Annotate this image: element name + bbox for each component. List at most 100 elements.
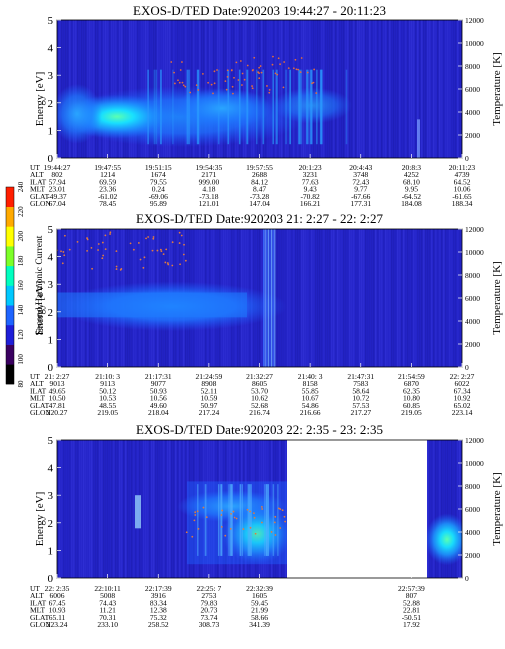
info-cell-alt: 5008 — [100, 591, 115, 600]
info-cell-glat: 47.81 — [49, 401, 66, 410]
info-cell-alt: 8158 — [303, 379, 318, 388]
info-cell-mlt: 10.62 — [251, 394, 268, 403]
colorbar-swatch — [6, 364, 14, 385]
vertical-streak — [272, 229, 274, 367]
info-cell-ut: 22:32:39 — [246, 584, 273, 593]
info-cell-alt: 6870 — [404, 379, 419, 388]
info-cell-mlt: 4.18 — [202, 185, 215, 194]
y-axis-label: Energy [eV] — [34, 72, 46, 126]
y2-tick-label: 2000 — [465, 131, 480, 140]
info-cell-alt: 7583 — [353, 379, 368, 388]
panel-title: EXOS-D/TED Date:920203 21: 2:27 - 22: 2:… — [136, 211, 383, 226]
info-cell-ut: 21:40: 3 — [298, 372, 323, 381]
info-cell-glat: -73.28 — [250, 192, 270, 201]
info-cell-ut: 20:8:3 — [402, 163, 421, 172]
panel-3: EXOS-D/TED Date:920203 22: 2:35 - 23: 2:… — [30, 422, 503, 629]
info-cell-ut: 19:57:55 — [246, 163, 273, 172]
info-cell-ut: 21: 2:27 — [45, 372, 70, 381]
info-cell-glat: -69.06 — [149, 192, 169, 201]
info-row-label: UT — [30, 163, 40, 172]
colorbar-tick-label: 120 — [17, 329, 25, 340]
info-cell-mlt: 10.67 — [302, 394, 319, 403]
info-cell-ut: 21:10: 3 — [95, 372, 120, 381]
info-row-label: GLAT — [30, 613, 50, 622]
colorbar-tick-label: 160 — [17, 280, 25, 291]
info-cell-alt: 3916 — [151, 591, 166, 600]
info-cell-glon: 184.08 — [401, 199, 422, 208]
colorbar-tick-label: 180 — [17, 255, 25, 266]
info-cell-mlt: 10.93 — [49, 606, 66, 615]
info-cell-ilat: 53.70 — [251, 386, 268, 395]
info-cell-glat: 75.32 — [150, 613, 167, 622]
y-tick-label: 2 — [48, 307, 54, 319]
y-tick-label: 2 — [48, 98, 54, 110]
info-cell-alt: 1674 — [151, 170, 166, 179]
panel-2: EXOS-D/TED Date:920203 21: 2:27 - 22: 2:… — [30, 211, 503, 417]
info-cell-mlt: 10.50 — [49, 394, 66, 403]
info-cell-glon: 217.27 — [350, 408, 371, 417]
y-tick-label: 0 — [48, 362, 54, 374]
info-cell-alt: 8908 — [201, 379, 216, 388]
info-cell-glat: 65.02 — [454, 401, 471, 410]
info-cell-alt: 4739 — [455, 170, 470, 179]
info-cell-ilat: 50.93 — [150, 386, 167, 395]
info-cell-glat: -61.02 — [98, 192, 118, 201]
y-tick-label: 5 — [48, 15, 54, 27]
info-cell-ut: 19:44:27 — [44, 163, 71, 172]
info-cell-ut: 22:10:11 — [94, 584, 121, 593]
info-cell-ut: 21:24:59 — [196, 372, 223, 381]
y-tick-label: 3 — [48, 70, 54, 82]
info-cell-ilat: 52.11 — [201, 386, 218, 395]
info-cell-alt: 4252 — [404, 170, 419, 179]
info-cell-ilat: 69.59 — [99, 177, 116, 186]
spectrogram-area — [57, 229, 462, 367]
info-cell-glon: 219.05 — [97, 408, 118, 417]
colorbar-tick-label: 220 — [17, 206, 25, 217]
y2-tick-label: 0 — [465, 574, 469, 583]
info-cell-ilat: 68.10 — [403, 177, 420, 186]
colorbar-tick-label: 100 — [17, 354, 25, 365]
info-cell-glat: 73.74 — [200, 613, 217, 622]
info-cell-ilat: 55.85 — [302, 386, 319, 395]
y2-axis-label: Temperature [K] — [491, 472, 503, 545]
info-row-label: GLAT — [30, 192, 50, 201]
colorbar-swatch — [6, 324, 14, 345]
info-cell-alt: 9077 — [151, 379, 166, 388]
info-cell-ut: 19:47:55 — [94, 163, 121, 172]
y-tick-label: 0 — [48, 573, 54, 585]
y-tick-label: 4 — [48, 252, 54, 264]
info-cell-mlt: 21.99 — [251, 606, 268, 615]
y2-tick-label: 6000 — [465, 85, 480, 94]
info-cell-glat: 65.11 — [49, 613, 66, 622]
y2-axis-label: Temperature [K] — [491, 52, 503, 125]
panel-title: EXOS-D/TED Date:920203 19:44:27 - 20:11:… — [133, 3, 386, 18]
colorbar-swatch — [6, 246, 14, 267]
y2-tick-label: 12000 — [465, 225, 484, 234]
info-cell-ilat: 62.35 — [403, 386, 420, 395]
colorbar-tick-label: 240 — [17, 181, 25, 192]
info-cell-glat: 52.68 — [251, 401, 268, 410]
info-cell-glat: 54.86 — [302, 401, 319, 410]
info-cell-glon: 220.27 — [47, 408, 68, 417]
y-tick-label: 0 — [48, 153, 54, 165]
colorbar-tick-label: 140 — [17, 304, 25, 315]
colorbar-label: Second Harmonic Current — [35, 235, 45, 335]
info-cell-alt: 807 — [406, 591, 418, 600]
info-row-label: GLON — [30, 620, 51, 629]
info-cell-alt: 6006 — [50, 591, 65, 600]
info-cell-ut: 22: 2:35 — [45, 584, 70, 593]
colorbar-swatch — [6, 226, 14, 247]
info-cell-glat: 60.85 — [403, 401, 420, 410]
info-row-label: MLT — [30, 185, 46, 194]
info-cell-mlt: 23.01 — [49, 185, 66, 194]
info-cell-alt: 1605 — [252, 591, 267, 600]
info-cell-ilat: 79.83 — [200, 598, 217, 607]
y2-tick-label: 4000 — [465, 108, 480, 117]
info-cell-glon: 223.14 — [452, 408, 473, 417]
vertical-streak — [271, 229, 273, 367]
info-row-label: ALT — [30, 170, 44, 179]
info-cell-ilat: 72.43 — [352, 177, 369, 186]
colorbar-swatch — [6, 206, 14, 227]
info-row-label: ILAT — [30, 386, 47, 395]
y2-tick-label: 6000 — [465, 505, 480, 514]
